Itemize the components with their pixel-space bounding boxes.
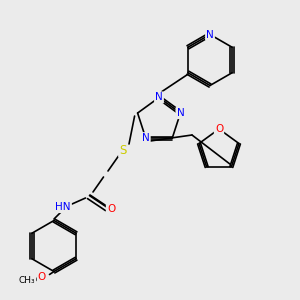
Text: O: O bbox=[215, 124, 223, 134]
Text: N: N bbox=[206, 29, 214, 40]
Text: S: S bbox=[119, 143, 127, 157]
Text: O: O bbox=[38, 272, 46, 283]
Text: N: N bbox=[155, 92, 163, 103]
Text: N: N bbox=[176, 108, 184, 118]
Text: O: O bbox=[107, 203, 115, 214]
Text: HN: HN bbox=[55, 202, 71, 212]
Text: CH₃: CH₃ bbox=[19, 276, 35, 285]
Text: N: N bbox=[142, 133, 150, 143]
